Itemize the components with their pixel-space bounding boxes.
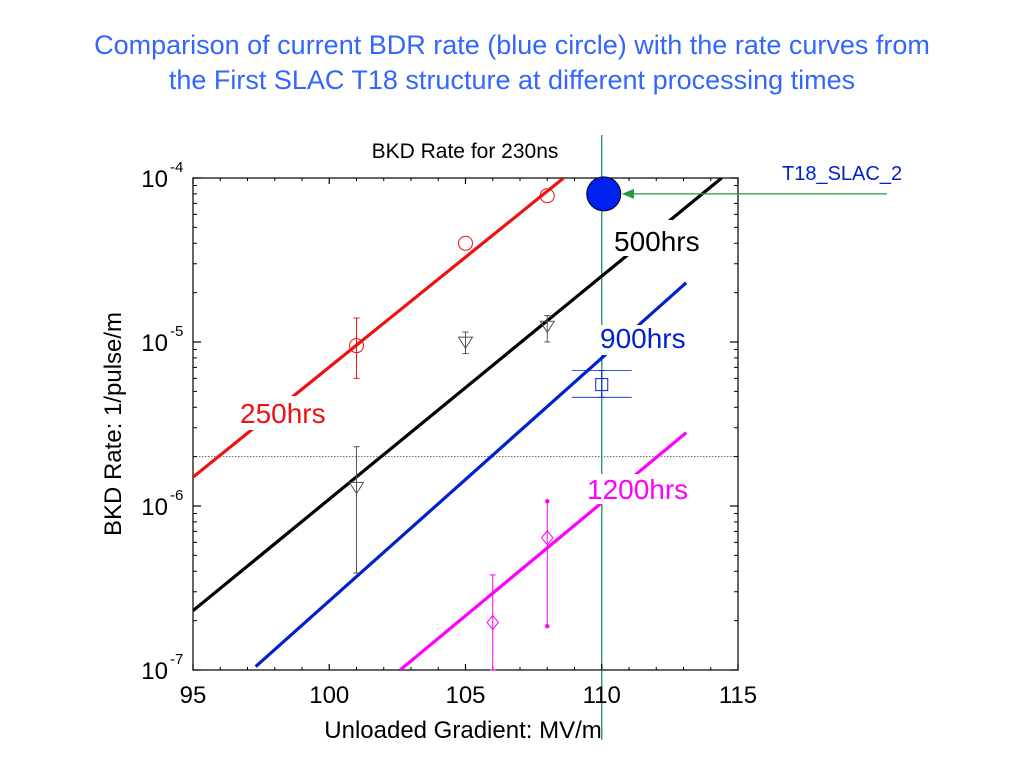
y-tick-label: 10 <box>141 658 168 685</box>
data-point-250hrs <box>458 235 473 251</box>
slide-title: Comparison of current BDR rate (blue cir… <box>0 28 1024 98</box>
arrow-head <box>622 188 634 199</box>
slide-title-line-2: the First SLAC T18 structure at differen… <box>168 65 856 95</box>
data-point-500hrs <box>348 481 365 495</box>
data-point-500hrs <box>457 336 474 350</box>
label-mask-500hrs <box>612 220 718 256</box>
series-lines <box>193 178 723 670</box>
y-tick-label: 10 <box>141 166 168 193</box>
y-tick-exponent: -4 <box>170 159 183 176</box>
y-tick-label: 10 <box>141 494 168 521</box>
label-mask-900hrs <box>596 325 704 355</box>
label-mask-250hrs <box>236 396 346 430</box>
data-point-250hrs <box>539 188 555 204</box>
label-mask-1200hrs <box>584 474 708 504</box>
data-point-500hrs <box>539 320 556 334</box>
chart-title: BKD Rate for 230ns <box>372 140 559 163</box>
error-bar-cap-1200hrs <box>545 623 550 629</box>
slide-title-line-1: Comparison of current BDR rate (blue cir… <box>94 30 930 60</box>
annotation-1200hrs: 1200hrs <box>587 474 688 505</box>
y-tick-exponent: -7 <box>170 651 183 668</box>
error-bar-cap-1200hrs <box>545 498 550 504</box>
data-point-250hrs <box>349 338 364 354</box>
reference-lines <box>193 135 738 740</box>
y-tick-exponent: -5 <box>170 323 183 340</box>
data-point-1200hrs <box>486 614 499 631</box>
y-tick-label: 10 <box>141 330 168 357</box>
current-bdr-point <box>586 176 622 212</box>
annotation-t18-slac-2: T18_SLAC_2 <box>782 163 902 185</box>
annotation-250hrs: 250hrs <box>240 398 326 429</box>
data-point-900hrs <box>595 378 609 392</box>
annotation-500hrs: 500hrs <box>614 226 700 257</box>
y-axis-label: BKD Rate: 1/pulse/m <box>100 312 127 536</box>
data-point-1200hrs <box>541 529 554 546</box>
series-line-1200hrs <box>399 431 688 670</box>
x-tick-label: 100 <box>309 682 349 709</box>
x-axis-label: Unloaded Gradient: MV/m <box>324 717 601 744</box>
x-tick-label: 95 <box>180 682 207 709</box>
y-tick-exponent: -6 <box>170 487 183 504</box>
x-tick-label: 115 <box>719 682 757 709</box>
x-tick-label: 110 <box>583 682 621 709</box>
annotation-900hrs: 900hrs <box>600 323 686 354</box>
annotations: 250hrs 500hrs 900hrs 1200hrs T18_SLAC_2 <box>240 163 902 505</box>
x-tick-label: 105 <box>445 682 485 709</box>
data-points <box>348 176 632 671</box>
